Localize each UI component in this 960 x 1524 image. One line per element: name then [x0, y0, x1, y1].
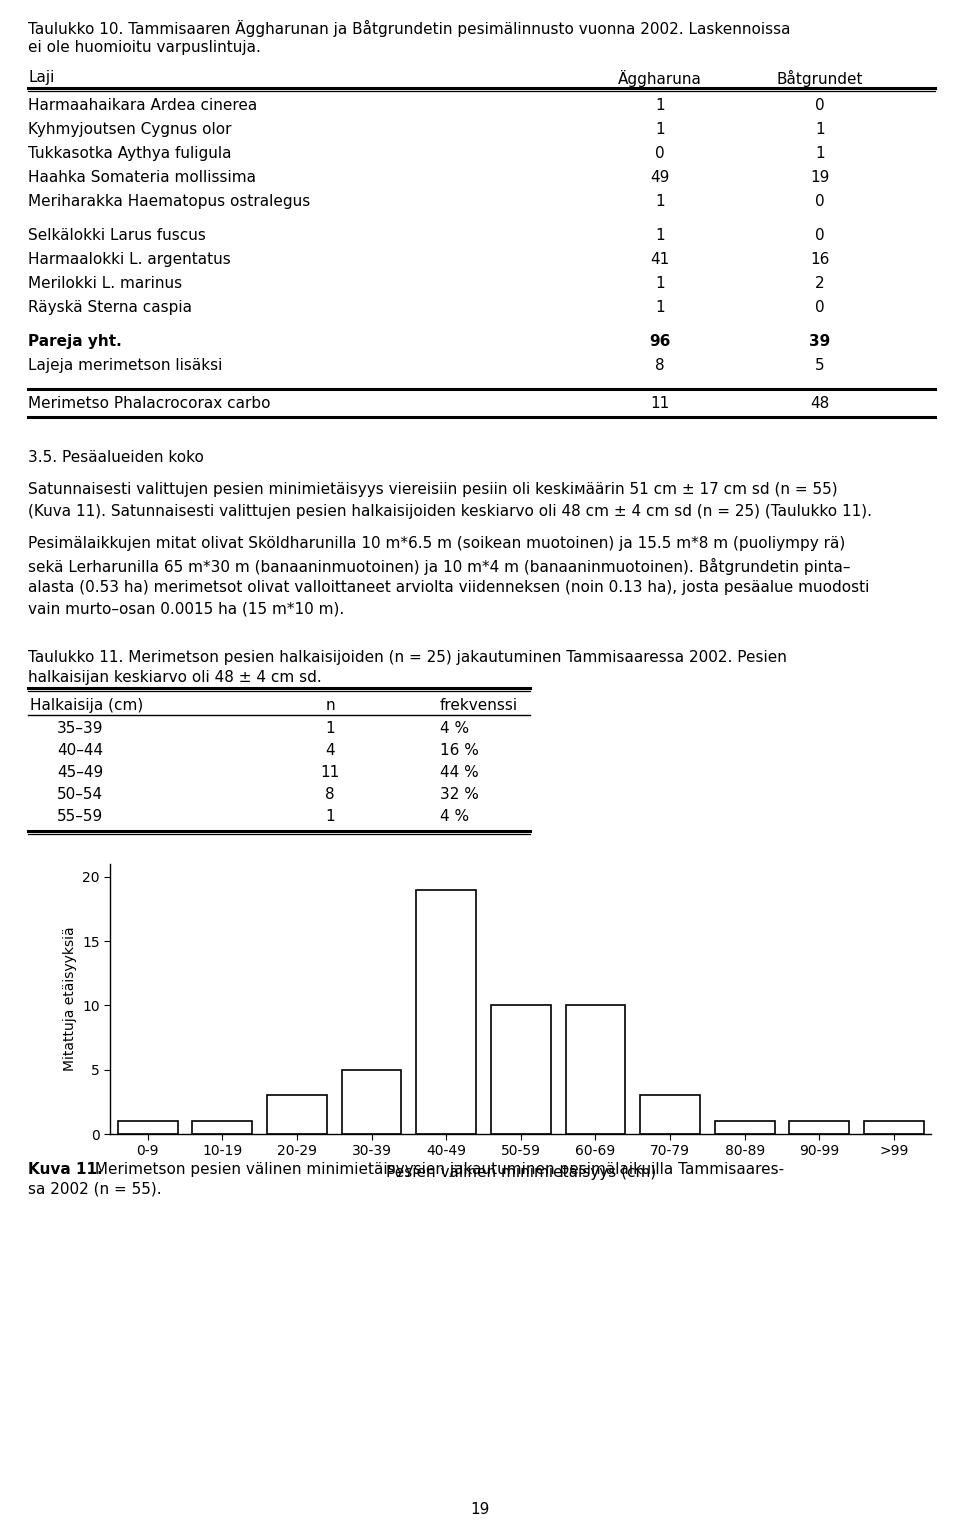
Text: Harmaahaikara Ardea cinerea: Harmaahaikara Ardea cinerea [28, 98, 257, 113]
Bar [192, 1122, 252, 1134]
Text: 96: 96 [649, 334, 671, 349]
Text: 1: 1 [655, 276, 665, 291]
Text: 0: 0 [655, 146, 665, 162]
Bar [491, 1006, 551, 1134]
Bar [789, 1122, 849, 1134]
Text: alasta (0.53 ha) merimetsot olivat valloittaneet arviolta viidenneksen (noin 0.1: alasta (0.53 ha) merimetsot olivat vallo… [28, 581, 870, 594]
Text: Båtgrundet: Båtgrundet [777, 70, 863, 87]
Text: 8: 8 [655, 358, 665, 373]
Text: 35–39: 35–39 [57, 721, 104, 736]
Bar [118, 1122, 178, 1134]
Text: 1: 1 [815, 146, 825, 162]
Text: Laji: Laji [28, 70, 55, 85]
Text: Tukkasotka Aythya fuligula: Tukkasotka Aythya fuligula [28, 146, 231, 162]
Text: Taulukko 11. Merimetson pesien halkaisijoiden (n = 25) jakautuminen Tammisaaress: Taulukko 11. Merimetson pesien halkaisij… [28, 651, 787, 664]
Text: 1: 1 [655, 300, 665, 315]
Text: 1: 1 [815, 122, 825, 137]
Text: 32 %: 32 % [440, 786, 479, 802]
Text: Harmaalokki L. argentatus: Harmaalokki L. argentatus [28, 251, 230, 267]
Text: Merilokki L. marinus: Merilokki L. marinus [28, 276, 182, 291]
Text: 16 %: 16 % [440, 744, 479, 757]
Bar [267, 1096, 326, 1134]
Text: Merimetson pesien välinen minimietäisyysien jakautuminen pesimälaikuilla Tammisa: Merimetson pesien välinen minimietäisyys… [90, 1161, 784, 1177]
Text: n: n [325, 698, 335, 713]
Text: 1: 1 [655, 229, 665, 242]
Text: frekvenssi: frekvenssi [440, 698, 518, 713]
Text: Halkaisija (cm): Halkaisija (cm) [30, 698, 143, 713]
Text: 11: 11 [321, 765, 340, 780]
Text: Selkälokki Larus fuscus: Selkälokki Larus fuscus [28, 229, 205, 242]
Text: 1: 1 [325, 809, 335, 824]
Text: 19: 19 [810, 171, 829, 184]
X-axis label: Pesien välinen minimietäisyys (cm): Pesien välinen minimietäisyys (cm) [386, 1166, 656, 1181]
Text: 39: 39 [809, 334, 830, 349]
Text: 19: 19 [470, 1503, 490, 1516]
Text: Räyskä Sterna caspia: Räyskä Sterna caspia [28, 300, 192, 315]
Text: Haahka Somateria mollissima: Haahka Somateria mollissima [28, 171, 256, 184]
Text: 41: 41 [650, 251, 670, 267]
Text: Meriharakka Haematopus ostralegus: Meriharakka Haematopus ostralegus [28, 194, 310, 209]
Text: vain murto–osan 0.0015 ha (15 m*10 m).: vain murto–osan 0.0015 ha (15 m*10 m). [28, 602, 345, 617]
Bar [342, 1070, 401, 1134]
Text: Äggharuna: Äggharuna [618, 70, 702, 87]
Text: 11: 11 [650, 396, 670, 411]
Text: 50–54: 50–54 [57, 786, 103, 802]
Text: 1: 1 [655, 122, 665, 137]
Text: 45–49: 45–49 [57, 765, 103, 780]
Text: 44 %: 44 % [440, 765, 479, 780]
Text: 49: 49 [650, 171, 670, 184]
Text: (Kuva 11). Satunnaisesti valittujen pesien halkaisijoiden keskiarvo oli 48 cm ± : (Kuva 11). Satunnaisesti valittujen pesi… [28, 504, 872, 520]
Text: ei ole huomioitu varpuslintuja.: ei ole huomioitu varpuslintuja. [28, 40, 261, 55]
Text: sa 2002 (n = 55).: sa 2002 (n = 55). [28, 1183, 161, 1196]
Text: 40–44: 40–44 [57, 744, 103, 757]
Text: 3.5. Pesäalueiden koko: 3.5. Pesäalueiden koko [28, 450, 204, 465]
Text: 0: 0 [815, 300, 825, 315]
Y-axis label: Mitattuja etäisyyksiä: Mitattuja etäisyyksiä [62, 927, 77, 1071]
Text: 1: 1 [325, 721, 335, 736]
Text: 48: 48 [810, 396, 829, 411]
Text: sekä Lerharunilla 65 m*30 m (banaaninmuotoinen) ja 10 m*4 m (banaaninmuotoinen).: sekä Lerharunilla 65 m*30 m (banaaninmuo… [28, 558, 851, 575]
Text: Pesimälaikkujen mitat olivat Sköldharunilla 10 m*6.5 m (soikean muotoinen) ja 15: Pesimälaikkujen mitat olivat Sköldharuni… [28, 536, 845, 552]
Text: 0: 0 [815, 229, 825, 242]
Text: 4 %: 4 % [440, 809, 469, 824]
Bar [417, 890, 476, 1134]
Text: 4 %: 4 % [440, 721, 469, 736]
Bar [864, 1122, 924, 1134]
Bar [640, 1096, 700, 1134]
Text: 55–59: 55–59 [57, 809, 103, 824]
Text: Merimetso Phalacrocorax carbo: Merimetso Phalacrocorax carbo [28, 396, 271, 411]
Text: 0: 0 [815, 98, 825, 113]
Text: 16: 16 [810, 251, 829, 267]
Text: 4: 4 [325, 744, 335, 757]
Text: 1: 1 [655, 98, 665, 113]
Text: Pareja yht.: Pareja yht. [28, 334, 122, 349]
Text: 8: 8 [325, 786, 335, 802]
Text: 1: 1 [655, 194, 665, 209]
Bar [715, 1122, 775, 1134]
Text: 0: 0 [815, 194, 825, 209]
Text: halkaisijan keskiarvo oli 48 ± 4 cm sd.: halkaisijan keskiarvo oli 48 ± 4 cm sd. [28, 671, 322, 684]
Text: Taulukko 10. Tammisaaren Äggharunan ja Båtgrundetin pesimälinnusto vuonna 2002. : Taulukko 10. Tammisaaren Äggharunan ja B… [28, 20, 790, 37]
Text: Kuva 11.: Kuva 11. [28, 1161, 103, 1177]
Text: 2: 2 [815, 276, 825, 291]
Text: Kyhmyjoutsen Cygnus olor: Kyhmyjoutsen Cygnus olor [28, 122, 231, 137]
Text: Satunnaisesti valittujen pesien minimietäisyys viereisiin pesiin oli keskiмäärin: Satunnaisesti valittujen pesien minimiet… [28, 482, 838, 497]
Text: Lajeja merimetson lisäksi: Lajeja merimetson lisäksi [28, 358, 223, 373]
Bar [565, 1006, 625, 1134]
Text: 5: 5 [815, 358, 825, 373]
